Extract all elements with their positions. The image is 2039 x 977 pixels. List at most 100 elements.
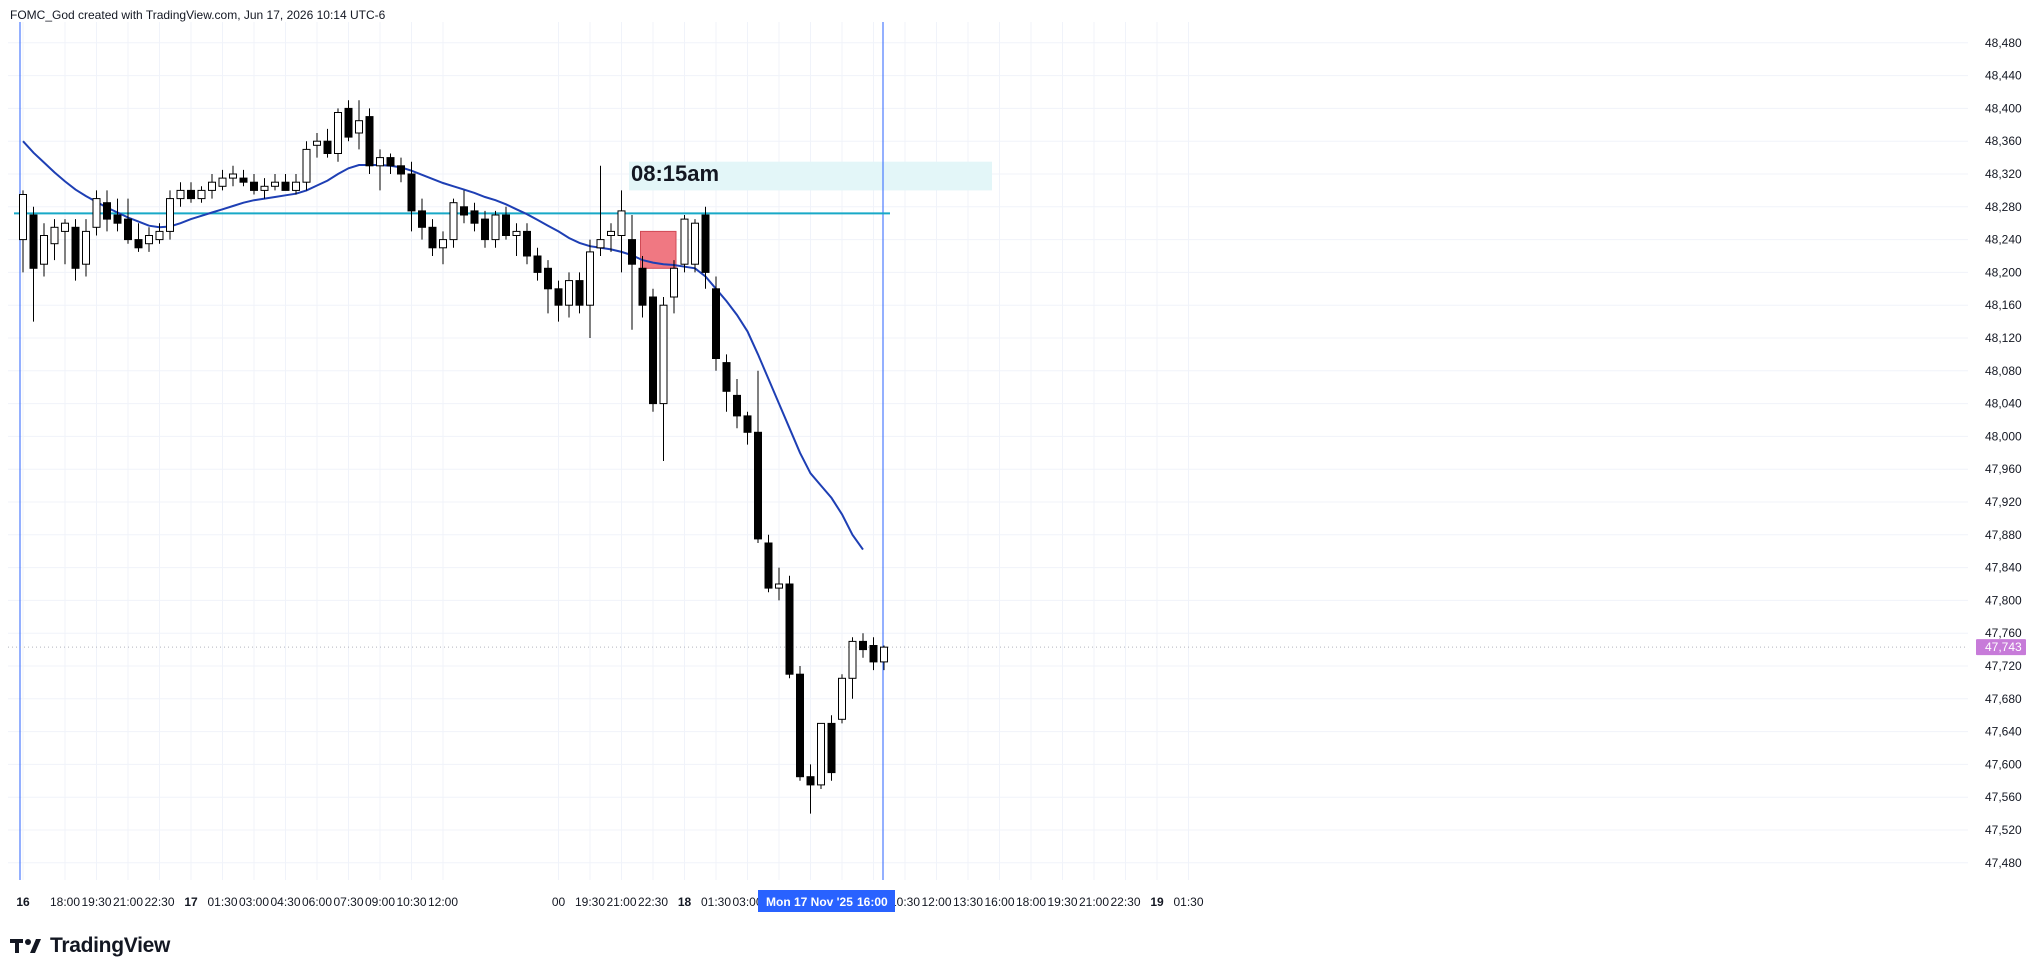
candle-body[interactable] [554, 288, 563, 306]
candle-body[interactable] [596, 239, 605, 249]
candle-body[interactable] [71, 226, 80, 269]
candle-body[interactable] [92, 198, 101, 228]
candle-body[interactable] [764, 542, 773, 589]
candle-body[interactable] [575, 280, 584, 306]
x-tick-label: 13:30 [953, 895, 983, 909]
candle-body[interactable] [145, 235, 153, 245]
candle-body[interactable] [260, 185, 269, 191]
red-box[interactable] [640, 230, 677, 269]
candle-body[interactable] [806, 776, 815, 786]
candle-body[interactable] [229, 173, 237, 179]
candle-body[interactable] [376, 157, 384, 167]
candle-body[interactable] [491, 214, 500, 241]
candle-body[interactable] [649, 296, 657, 405]
candle-body[interactable] [250, 181, 258, 191]
candle-body[interactable] [670, 267, 678, 298]
candle-body[interactable] [607, 230, 615, 236]
candle-body[interactable] [880, 646, 888, 663]
annotation-label: 08:15am [631, 161, 719, 186]
candle-body[interactable] [754, 431, 762, 540]
candle-body[interactable] [197, 189, 206, 200]
candle-body[interactable] [166, 198, 174, 232]
y-tick-label: 47,680 [1985, 692, 2022, 706]
candle-body[interactable] [512, 230, 521, 236]
candle-body[interactable] [323, 140, 332, 154]
candle-body[interactable] [397, 165, 405, 175]
y-tick-label: 47,520 [1985, 823, 2022, 837]
candle-body[interactable] [775, 583, 783, 589]
candle-body[interactable] [638, 267, 647, 306]
candle-body[interactable] [691, 222, 699, 265]
candle-body[interactable] [481, 218, 489, 241]
candle-body[interactable] [617, 210, 626, 236]
candle-body[interactable] [848, 640, 857, 679]
candle-body[interactable] [838, 677, 846, 720]
candle-body[interactable] [113, 214, 122, 224]
candle-body[interactable] [239, 177, 248, 183]
candle-body[interactable] [407, 173, 416, 212]
candle-body[interactable] [544, 267, 552, 290]
x-tick-label: 19:30 [575, 895, 605, 909]
candle-body[interactable] [659, 304, 668, 405]
candle-body[interactable] [533, 255, 542, 273]
highlight-zone[interactable] [629, 161, 992, 191]
candle-body[interactable] [187, 189, 195, 200]
candle-body[interactable] [449, 202, 458, 241]
candle-body[interactable] [281, 181, 290, 191]
candle-body[interactable] [869, 645, 878, 663]
candle-body[interactable] [155, 230, 164, 241]
candle-body[interactable] [124, 218, 132, 241]
x-tick-label: 22:30 [638, 895, 668, 909]
candle-body[interactable] [565, 280, 573, 306]
y-tick-label: 47,600 [1985, 757, 2022, 771]
candle-body[interactable] [176, 189, 185, 200]
candle-body[interactable] [292, 181, 300, 191]
candle-body[interactable] [428, 226, 437, 249]
candle-body[interactable] [701, 214, 710, 273]
candle-body[interactable] [271, 181, 279, 187]
candle-body[interactable] [103, 202, 111, 220]
candle-body[interactable] [796, 673, 804, 778]
candle-body[interactable] [470, 210, 479, 224]
candle-body[interactable] [218, 177, 227, 187]
candle-body[interactable] [712, 288, 720, 359]
candle-body[interactable] [82, 230, 90, 265]
ema-line[interactable] [22, 140, 864, 551]
x-tick-label: 21:00 [113, 895, 143, 909]
candle-body[interactable] [502, 214, 510, 236]
candle-body[interactable] [439, 239, 447, 249]
x-tick-label: 16:00 [984, 895, 1014, 909]
candle-body[interactable] [50, 226, 59, 245]
candle-body[interactable] [61, 222, 69, 232]
candle-body[interactable] [208, 181, 216, 191]
candle-body[interactable] [19, 194, 27, 241]
candle-body[interactable] [355, 120, 363, 134]
candle-body[interactable] [418, 210, 426, 228]
candle-body[interactable] [386, 157, 395, 167]
candle-body[interactable] [29, 214, 38, 269]
x-tick-label: 07:30 [333, 895, 363, 909]
candle-body[interactable] [302, 148, 311, 183]
crosshair-time-label: 16:00 [857, 895, 888, 909]
candle-body[interactable] [733, 394, 741, 417]
candle-body[interactable] [827, 722, 836, 774]
candle-body[interactable] [817, 722, 825, 786]
candle-body[interactable] [722, 362, 731, 392]
candle-body[interactable] [859, 640, 867, 651]
candle-body[interactable] [313, 140, 321, 146]
candle-body[interactable] [344, 107, 353, 138]
tradingview-brand[interactable]: TradingView [10, 934, 170, 958]
candle-body[interactable] [586, 251, 594, 306]
candle-body[interactable] [40, 235, 48, 265]
candle-body[interactable] [134, 239, 143, 249]
candle-body[interactable] [628, 239, 636, 265]
candle-body[interactable] [334, 112, 342, 154]
y-tick-label: 47,800 [1985, 593, 2022, 607]
candle-body[interactable] [523, 230, 531, 257]
candle-body[interactable] [365, 116, 374, 167]
candle-body[interactable] [680, 218, 689, 265]
candle-body[interactable] [743, 415, 752, 433]
candle-body[interactable] [785, 583, 794, 675]
candle-body[interactable] [460, 206, 468, 216]
